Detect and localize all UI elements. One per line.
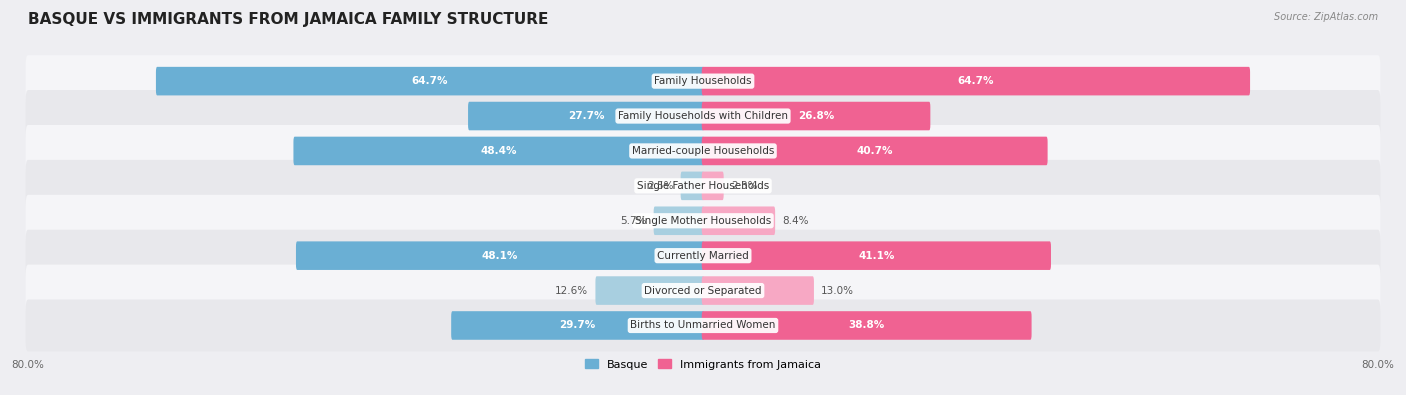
FancyBboxPatch shape bbox=[25, 230, 1381, 282]
FancyBboxPatch shape bbox=[25, 90, 1381, 142]
Text: 5.7%: 5.7% bbox=[620, 216, 647, 226]
FancyBboxPatch shape bbox=[156, 67, 704, 96]
Text: 13.0%: 13.0% bbox=[821, 286, 853, 295]
FancyBboxPatch shape bbox=[25, 299, 1381, 352]
FancyBboxPatch shape bbox=[297, 241, 704, 270]
Text: 27.7%: 27.7% bbox=[568, 111, 605, 121]
FancyBboxPatch shape bbox=[702, 207, 775, 235]
FancyBboxPatch shape bbox=[702, 102, 931, 130]
Text: 8.4%: 8.4% bbox=[782, 216, 808, 226]
Text: 38.8%: 38.8% bbox=[849, 320, 884, 331]
FancyBboxPatch shape bbox=[451, 311, 704, 340]
Text: Single Father Households: Single Father Households bbox=[637, 181, 769, 191]
Text: 12.6%: 12.6% bbox=[555, 286, 588, 295]
Text: 40.7%: 40.7% bbox=[856, 146, 893, 156]
FancyBboxPatch shape bbox=[681, 171, 704, 200]
Text: 2.5%: 2.5% bbox=[647, 181, 673, 191]
Legend: Basque, Immigrants from Jamaica: Basque, Immigrants from Jamaica bbox=[581, 355, 825, 374]
Text: Divorced or Separated: Divorced or Separated bbox=[644, 286, 762, 295]
Text: Source: ZipAtlas.com: Source: ZipAtlas.com bbox=[1274, 12, 1378, 22]
Text: Family Households: Family Households bbox=[654, 76, 752, 86]
Text: 48.1%: 48.1% bbox=[482, 251, 519, 261]
FancyBboxPatch shape bbox=[702, 276, 814, 305]
FancyBboxPatch shape bbox=[25, 195, 1381, 247]
Text: Family Households with Children: Family Households with Children bbox=[619, 111, 787, 121]
Text: Births to Unmarried Women: Births to Unmarried Women bbox=[630, 320, 776, 331]
FancyBboxPatch shape bbox=[702, 171, 724, 200]
FancyBboxPatch shape bbox=[25, 125, 1381, 177]
Text: 48.4%: 48.4% bbox=[481, 146, 517, 156]
FancyBboxPatch shape bbox=[702, 67, 1250, 96]
FancyBboxPatch shape bbox=[294, 137, 704, 165]
FancyBboxPatch shape bbox=[654, 207, 704, 235]
FancyBboxPatch shape bbox=[702, 311, 1032, 340]
Text: 2.3%: 2.3% bbox=[731, 181, 758, 191]
FancyBboxPatch shape bbox=[596, 276, 704, 305]
FancyBboxPatch shape bbox=[25, 160, 1381, 212]
FancyBboxPatch shape bbox=[702, 137, 1047, 165]
FancyBboxPatch shape bbox=[702, 241, 1052, 270]
Text: Married-couple Households: Married-couple Households bbox=[631, 146, 775, 156]
Text: 41.1%: 41.1% bbox=[858, 251, 894, 261]
Text: 64.7%: 64.7% bbox=[412, 76, 449, 86]
Text: BASQUE VS IMMIGRANTS FROM JAMAICA FAMILY STRUCTURE: BASQUE VS IMMIGRANTS FROM JAMAICA FAMILY… bbox=[28, 12, 548, 27]
Text: Currently Married: Currently Married bbox=[657, 251, 749, 261]
Text: 26.8%: 26.8% bbox=[799, 111, 834, 121]
FancyBboxPatch shape bbox=[25, 55, 1381, 107]
Text: 64.7%: 64.7% bbox=[957, 76, 994, 86]
FancyBboxPatch shape bbox=[468, 102, 704, 130]
Text: 29.7%: 29.7% bbox=[560, 320, 596, 331]
FancyBboxPatch shape bbox=[25, 265, 1381, 316]
Text: Single Mother Households: Single Mother Households bbox=[636, 216, 770, 226]
